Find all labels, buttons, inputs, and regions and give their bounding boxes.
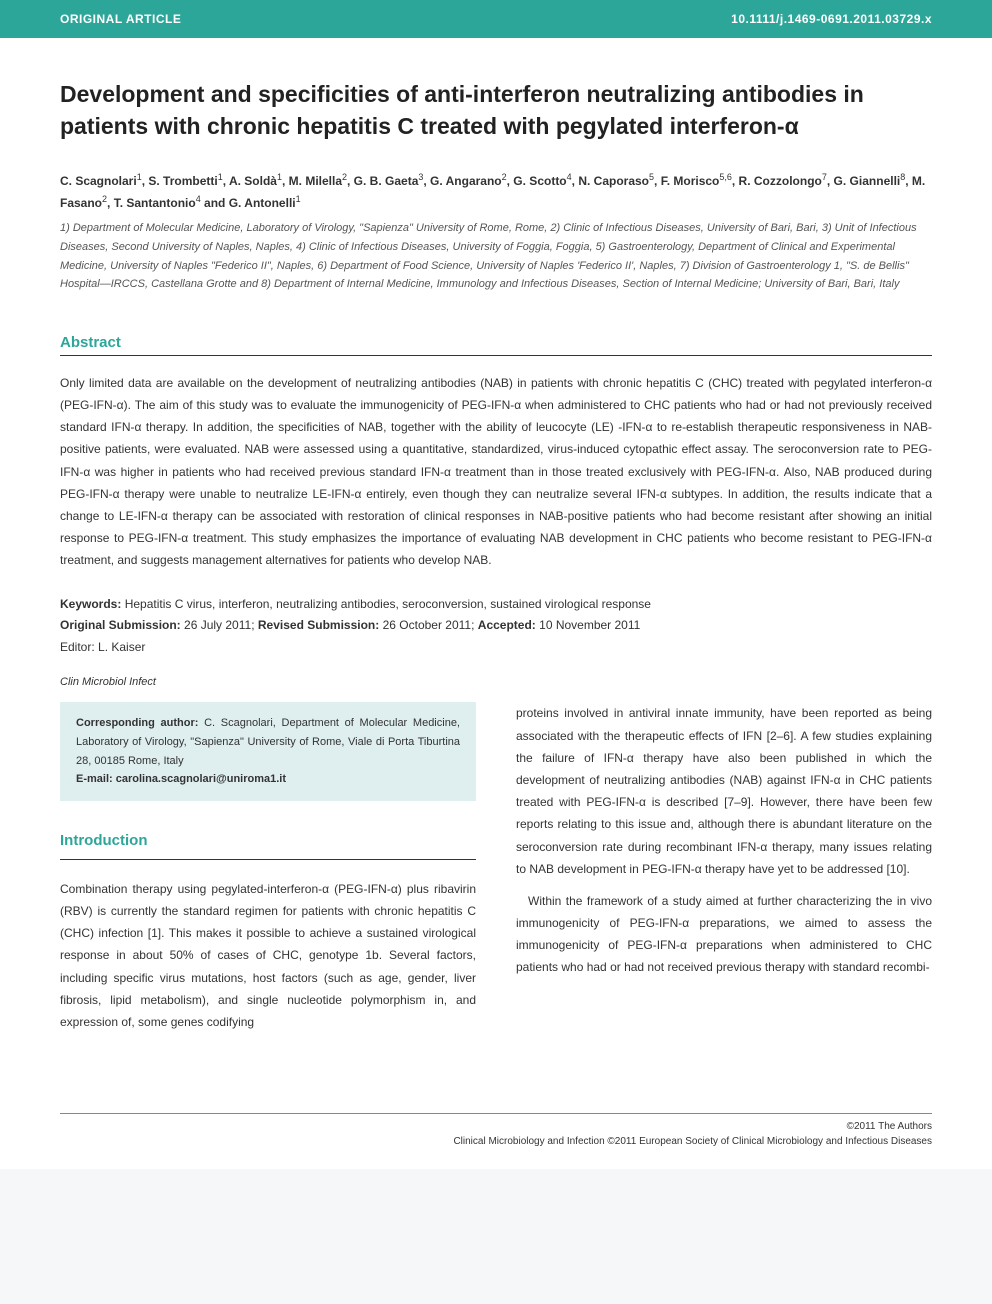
copyright-line-2: Clinical Microbiology and Infection ©201… [60,1134,932,1149]
author-list: C. Scagnolari1, S. Trombetti1, A. Soldà1… [60,170,932,213]
abstract-text: Only limited data are available on the d… [60,372,932,572]
right-column: proteins involved in antiviral innate im… [516,702,932,1033]
editor-name: L. Kaiser [98,640,145,654]
affiliation-list: 1) Department of Molecular Medicine, Lab… [60,219,932,294]
article-type-label: ORIGINAL ARTICLE [60,12,181,26]
introduction-right-paragraph-2: Within the framework of a study aimed at… [516,890,932,979]
introduction-left-paragraph: Combination therapy using pegylated-inte… [60,878,476,1033]
editor-label: Editor: [60,640,95,654]
submission-line: Original Submission: 26 July 2011; Revis… [60,615,932,637]
doi-text: 10.1111/j.1469-0691.2011.03729.x [731,12,932,26]
journal-page: ORIGINAL ARTICLE 10.1111/j.1469-0691.201… [0,0,992,1169]
article-title: Development and specificities of anti-in… [60,78,932,142]
email-label: E-mail: [76,773,113,785]
corresponding-author-box: Corresponding author: C. Scagnolari, Dep… [60,702,476,801]
original-submission-date: 26 July 2011; [184,618,255,632]
footer-rule [60,1113,932,1114]
accepted-label: Accepted: [478,618,536,632]
editor-line: Editor: L. Kaiser [60,637,932,659]
keywords-label: Keywords: [60,597,121,611]
page-footer: ©2011 The Authors Clinical Microbiology … [0,1113,992,1169]
corresponding-email: carolina.scagnolari@uniroma1.it [116,773,286,785]
abstract-heading: Abstract [60,334,932,351]
copyright-line-1: ©2011 The Authors [60,1119,932,1134]
revised-submission-label: Revised Submission: [258,618,379,632]
introduction-rule [60,859,476,860]
keywords-text: Hepatitis C virus, interferon, neutraliz… [125,597,651,611]
two-column-layout: Corresponding author: C. Scagnolari, Dep… [60,702,932,1033]
abstract-rule [60,355,932,356]
keywords-line: Keywords: Hepatitis C virus, interferon,… [60,594,932,616]
journal-name: Clin Microbiol Infect [60,676,932,688]
article-type-banner: ORIGINAL ARTICLE 10.1111/j.1469-0691.201… [0,0,992,38]
article-content: Development and specificities of anti-in… [0,38,992,1063]
revised-submission-date: 26 October 2011; [383,618,475,632]
corresponding-label: Corresponding author: [76,717,198,729]
introduction-right-paragraph-1: proteins involved in antiviral innate im… [516,702,932,880]
left-column: Corresponding author: C. Scagnolari, Dep… [60,702,476,1033]
accepted-date: 10 November 2011 [539,618,640,632]
introduction-heading: Introduction [60,827,476,855]
original-submission-label: Original Submission: [60,618,181,632]
